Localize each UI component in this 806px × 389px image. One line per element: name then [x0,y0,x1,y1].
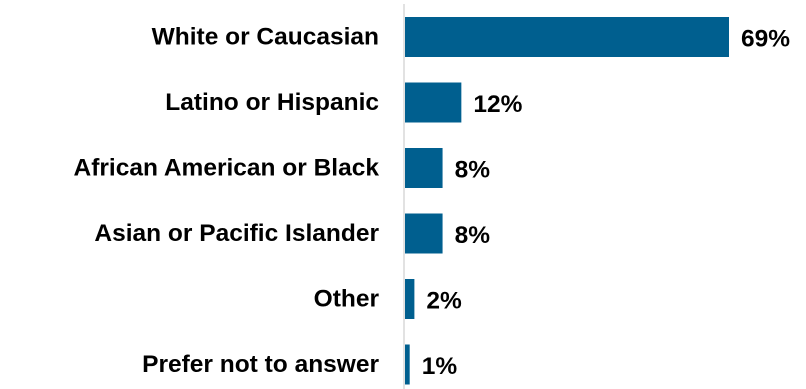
bar-white-or-caucasian [405,17,729,57]
category-label-african-american-or-black: African American or Black [74,155,380,182]
category-label-asian-or-pacific-islander: Asian or Pacific Islander [94,220,379,247]
bar-asian-or-pacific-islander [405,213,443,254]
bar-other [405,279,415,319]
bars [405,17,729,385]
category-label-prefer-not-to-answer: Prefer not to answer [142,351,379,378]
bar-african-american-or-black [405,148,443,188]
value-label-prefer-not-to-answer: 1% [422,353,458,380]
category-label-latino-or-hispanic: Latino or Hispanic [165,89,379,116]
value-label-other: 2% [426,288,462,315]
value-label-white-or-caucasian: 69% [741,26,790,53]
bar-prefer-not-to-answer [405,344,410,385]
value-label-asian-or-pacific-islander: 8% [455,222,491,249]
bar-latino-or-hispanic [405,82,462,123]
value-label-african-american-or-black: 8% [455,157,491,184]
category-label-other: Other [314,286,380,313]
value-labels: 69% 12% 8% 8% 2% 1% [422,26,791,381]
value-label-latino-or-hispanic: 12% [473,91,522,118]
category-labels: White or Caucasian Latino or Hispanic Afri… [74,24,380,379]
category-label-white-or-caucasian: White or Caucasian [152,24,379,51]
